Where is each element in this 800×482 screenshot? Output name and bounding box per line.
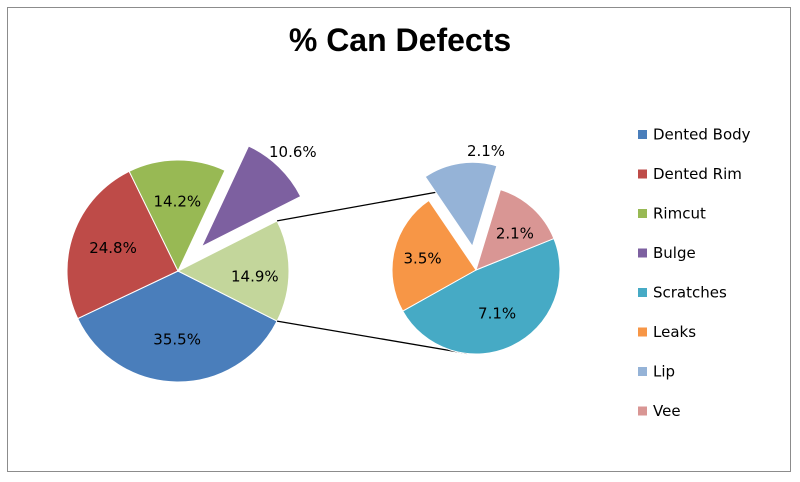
connector-line-bottom	[276, 320, 468, 355]
slice-rimcut	[128, 159, 226, 273]
data-labels: 35.5% 24.8% 14.2% 10.6% 14.9% 7.1% 3.5% 2.1% 2.1…	[89, 142, 534, 348]
legend-label-leaks: Leaks	[653, 323, 696, 341]
legend-label-dented-rim: Dented Rim	[653, 165, 742, 183]
legend-label-bulge: Bulge	[653, 244, 696, 262]
connector-line-top	[276, 188, 453, 222]
legend-label-scratches: Scratches	[653, 284, 727, 302]
data-label-vee: 2.1%	[496, 225, 534, 243]
legend: Dented Body Dented Rim Rimcut Bulge Scratche…	[638, 126, 751, 420]
legend-swatch-leaks	[638, 327, 647, 337]
slice-other	[176, 220, 290, 322]
legend-swatch-scratches	[638, 288, 647, 297]
main-pie	[66, 145, 302, 383]
legend-swatch-rimcut	[638, 209, 647, 218]
legend-swatch-dented-body	[638, 130, 647, 139]
slice-dented-rim	[66, 170, 179, 320]
connector-lines	[276, 188, 468, 355]
data-label-lip: 2.1%	[467, 142, 505, 160]
legend-label-rimcut: Rimcut	[653, 205, 706, 223]
legend-swatch-bulge	[638, 248, 647, 258]
slice-lip	[424, 161, 498, 248]
legend-swatch-vee	[638, 406, 647, 416]
chart-title: % Can Defects	[288, 22, 512, 58]
data-label-scratches: 7.1%	[478, 304, 516, 322]
data-label-bulge: 10.6%	[269, 143, 317, 161]
slice-scratches	[402, 237, 561, 355]
slice-dented-body	[77, 270, 278, 383]
legend-label-dented-body: Dented Body	[653, 126, 751, 144]
data-label-rimcut: 14.2%	[154, 193, 202, 211]
legend-swatch-lip	[638, 367, 647, 376]
legend-swatch-dented-rim	[638, 169, 647, 179]
data-label-dented-body: 35.5%	[153, 330, 201, 348]
slice-leaks	[391, 199, 477, 312]
slice-vee	[475, 189, 555, 271]
data-label-other: 14.9%	[231, 268, 279, 286]
secondary-pie	[391, 161, 561, 355]
data-label-leaks: 3.5%	[404, 249, 442, 267]
data-label-dented-rim: 24.8%	[89, 239, 137, 257]
legend-label-vee: Vee	[653, 402, 681, 420]
legend-label-lip: Lip	[653, 363, 675, 381]
slice-bulge	[200, 145, 302, 248]
